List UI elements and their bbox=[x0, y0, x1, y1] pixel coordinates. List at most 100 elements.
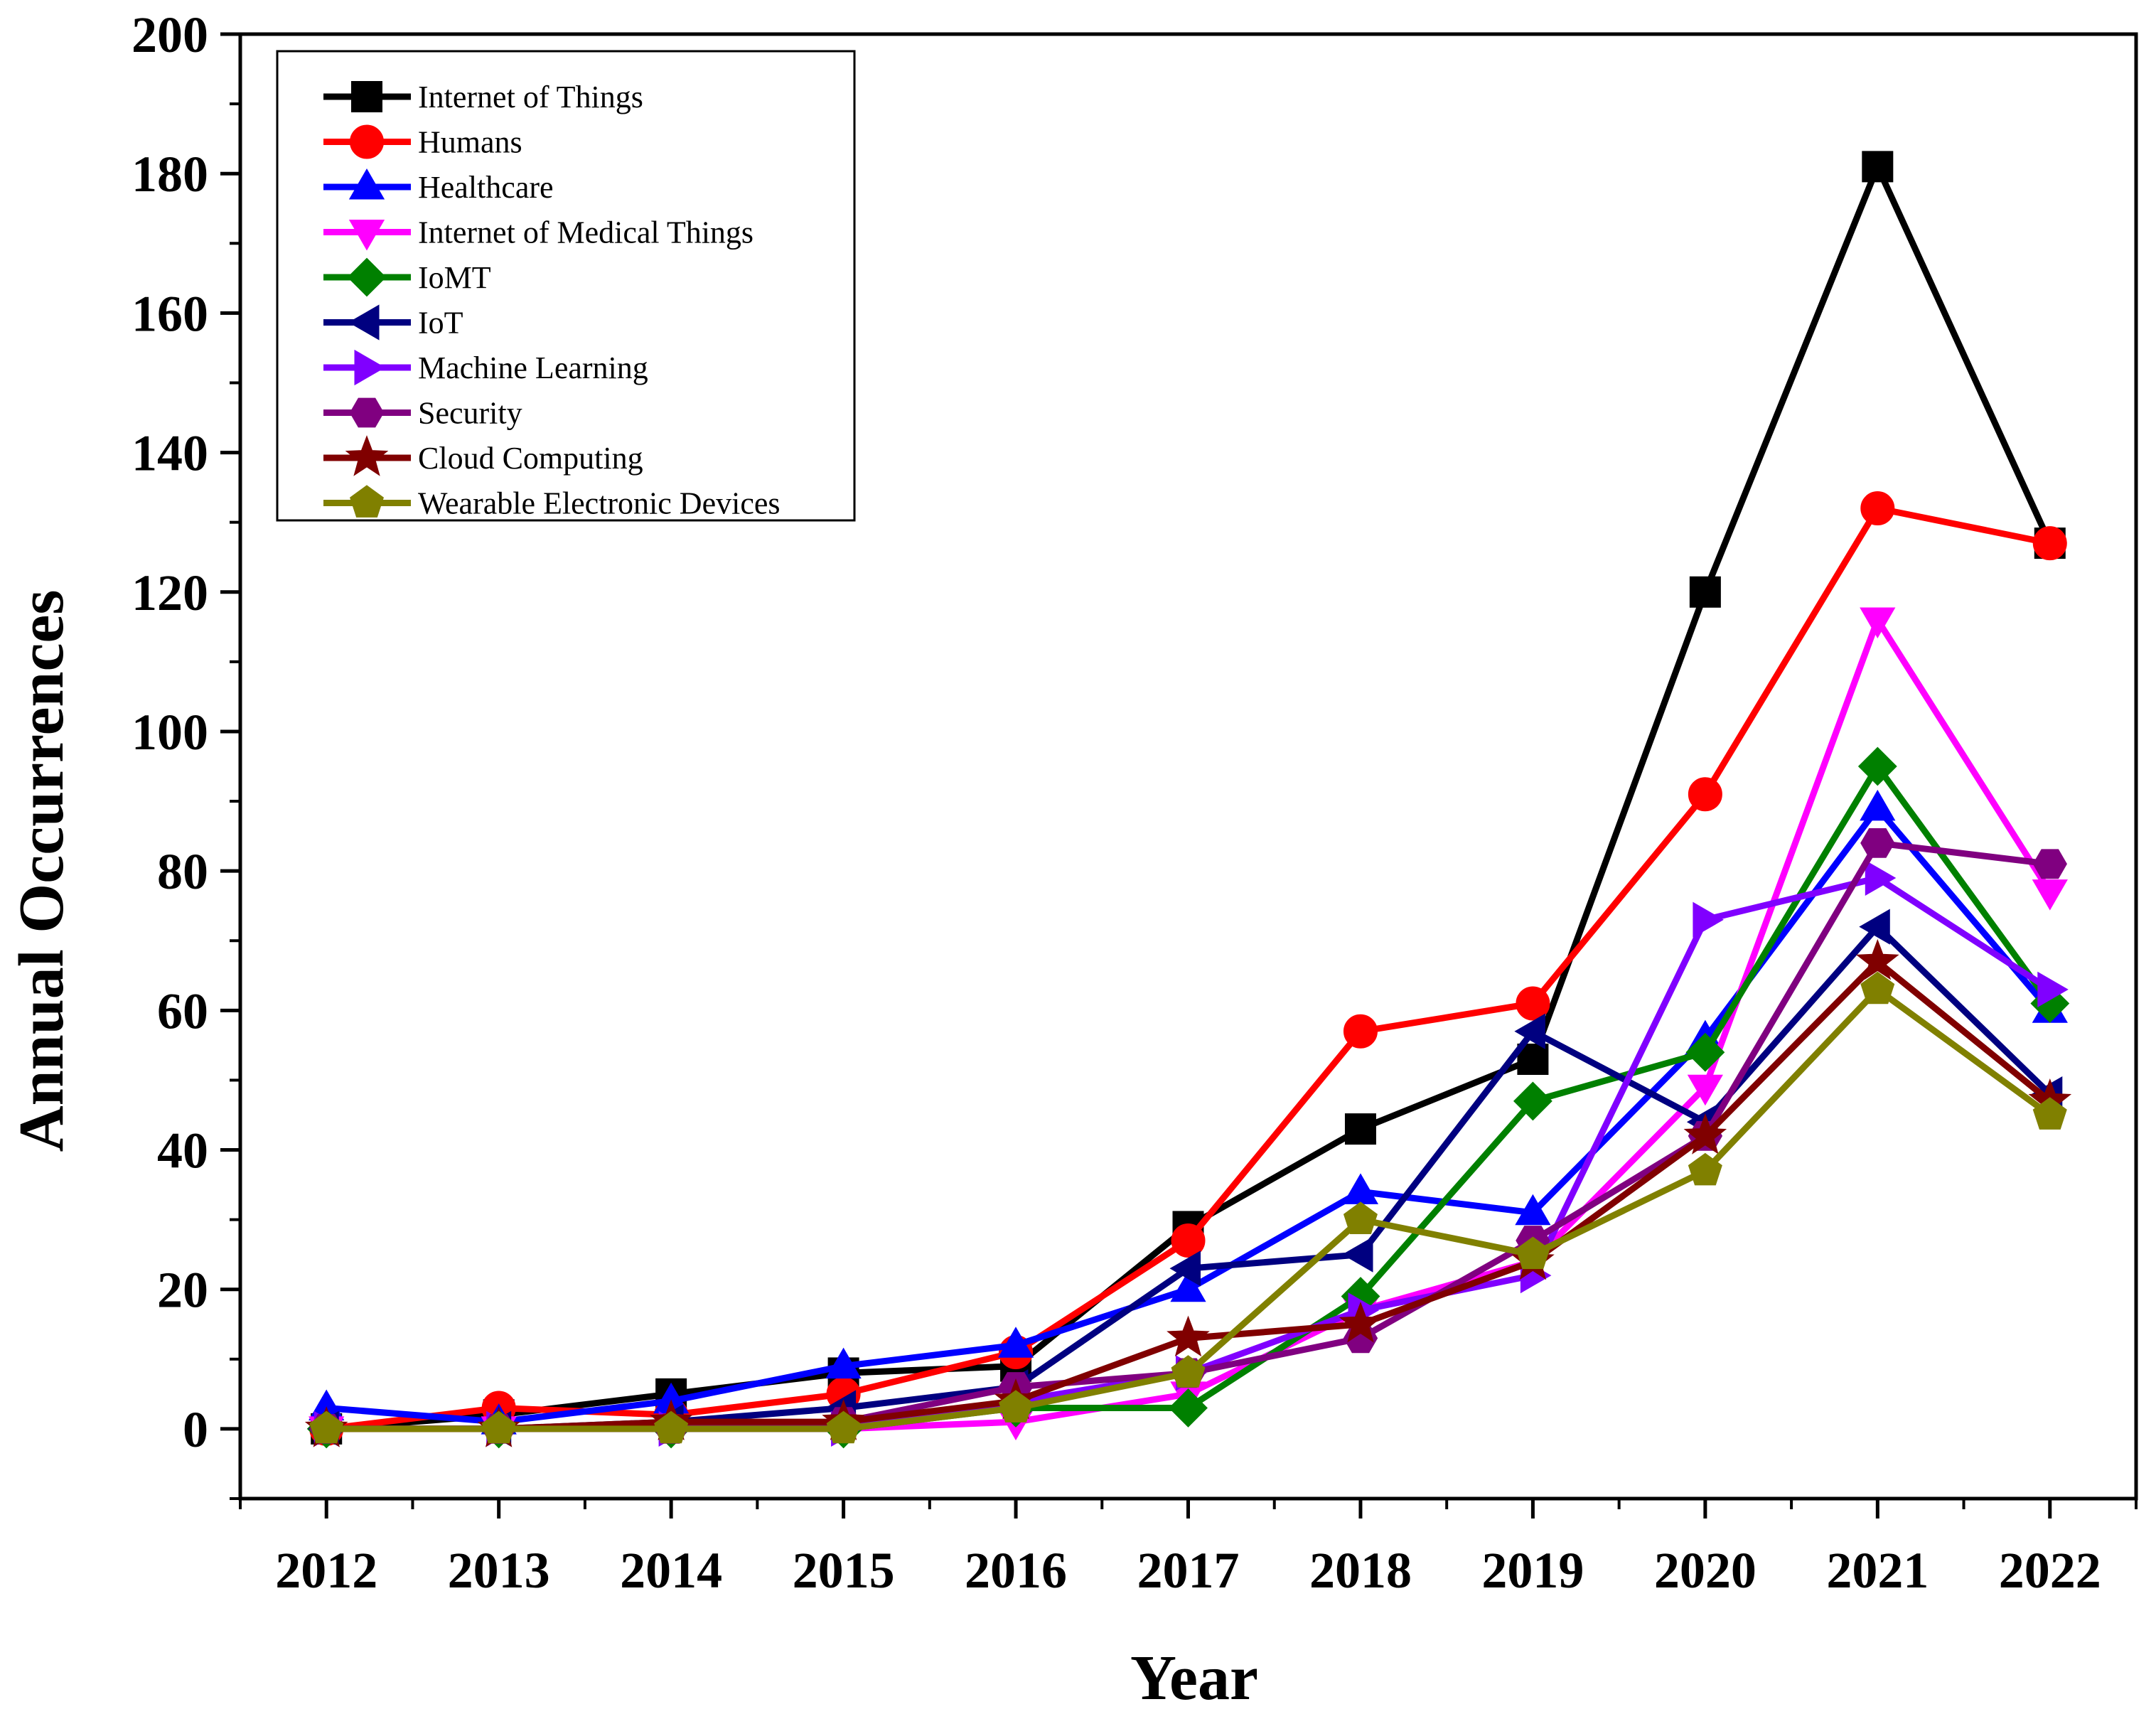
legend-entry-iot: IoT bbox=[323, 304, 463, 341]
data-point-healthcare bbox=[1170, 1270, 1206, 1302]
legend-label: Internet of Medical Things bbox=[418, 215, 753, 250]
legend-label: Healthcare bbox=[418, 170, 554, 205]
legend-marker bbox=[350, 485, 384, 518]
data-point-wearable-electronic-devices bbox=[2032, 1097, 2067, 1130]
y-tick-label: 0 bbox=[183, 1401, 208, 1458]
y-tick-label: 120 bbox=[132, 564, 208, 621]
legend-marker bbox=[349, 397, 385, 428]
data-point-wearable-electronic-devices bbox=[826, 1410, 861, 1444]
data-point-internet-of-things bbox=[1862, 151, 1894, 183]
legend-label: IoT bbox=[418, 306, 463, 341]
data-point-machine-learning bbox=[1865, 859, 1897, 896]
legend-marker bbox=[354, 349, 385, 386]
y-tick-label: 100 bbox=[132, 704, 208, 761]
y-tick-label: 40 bbox=[157, 1123, 208, 1179]
legend-label: Machine Learning bbox=[418, 350, 648, 385]
data-point-wearable-electronic-devices bbox=[1688, 1152, 1722, 1186]
y-tick-label: 20 bbox=[157, 1262, 208, 1319]
data-point-iot bbox=[1859, 909, 1890, 945]
legend-marker bbox=[347, 257, 387, 297]
y-tick-label: 200 bbox=[132, 6, 208, 63]
data-point-wearable-electronic-devices bbox=[481, 1410, 516, 1444]
legend-marker bbox=[351, 81, 382, 112]
data-point-healthcare bbox=[997, 1327, 1034, 1358]
x-tick-label: 2014 bbox=[620, 1542, 722, 1599]
legend-entry-iomt: IoMT bbox=[323, 257, 491, 297]
data-point-humans bbox=[1860, 491, 1895, 526]
data-point-machine-learning bbox=[2037, 971, 2069, 1008]
data-point-healthcare bbox=[825, 1347, 862, 1379]
series-line-iot bbox=[326, 923, 2052, 1432]
data-point-wearable-electronic-devices bbox=[1516, 1236, 1550, 1270]
data-point-iomt bbox=[1169, 1388, 1208, 1428]
data-point-humans bbox=[1516, 986, 1550, 1021]
series-security bbox=[309, 828, 2067, 1444]
y-tick-label: 80 bbox=[157, 843, 208, 900]
data-point-humans bbox=[2032, 526, 2067, 561]
series-wearable-electronic-devices bbox=[309, 971, 2067, 1444]
data-point-iot bbox=[1514, 1013, 1545, 1049]
x-tick-label: 2019 bbox=[1481, 1542, 1584, 1599]
data-point-iot bbox=[1341, 1236, 1373, 1273]
data-point-iomt bbox=[1513, 1081, 1552, 1121]
data-point-humans bbox=[1688, 777, 1722, 812]
legend-marker bbox=[345, 435, 389, 476]
legend-entry-wearable-electronic-devices: Wearable Electronic Devices bbox=[323, 485, 781, 521]
series-layer bbox=[304, 151, 2072, 1449]
x-tick-label: 2013 bbox=[448, 1542, 550, 1599]
data-point-wearable-electronic-devices bbox=[309, 1410, 344, 1444]
x-tick-label: 2022 bbox=[1999, 1542, 2101, 1599]
data-point-internet-of-medical-things bbox=[1860, 607, 1896, 638]
x-tick-label: 2018 bbox=[1309, 1542, 1412, 1599]
legend-label: IoMT bbox=[418, 260, 491, 295]
data-point-humans bbox=[1343, 1014, 1378, 1049]
legend: Internet of Things Humans Healthcare Intern… bbox=[276, 50, 856, 522]
y-tick-label: 160 bbox=[132, 285, 208, 342]
y-tick-label: 60 bbox=[157, 982, 208, 1039]
data-point-wearable-electronic-devices bbox=[1343, 1201, 1378, 1234]
legend-entry-security: Security bbox=[323, 396, 522, 431]
data-point-machine-learning bbox=[1693, 901, 1724, 938]
legend-marker bbox=[348, 304, 380, 341]
data-point-wearable-electronic-devices bbox=[1171, 1355, 1206, 1388]
data-point-wearable-electronic-devices bbox=[654, 1410, 689, 1444]
data-point-wearable-electronic-devices bbox=[1860, 971, 1895, 1005]
legend-entry-machine-learning: Machine Learning bbox=[323, 349, 648, 386]
y-tick-label: 180 bbox=[132, 146, 208, 203]
x-tick-label: 2012 bbox=[275, 1542, 377, 1599]
legend-entry-internet-of-things: Internet of Things bbox=[323, 80, 643, 114]
data-point-iomt bbox=[1857, 746, 1897, 786]
data-point-internet-of-things bbox=[1689, 576, 1721, 608]
data-point-cloud-computing bbox=[1339, 1301, 1383, 1343]
data-point-security bbox=[2032, 849, 2067, 879]
data-point-wearable-electronic-devices bbox=[999, 1390, 1034, 1423]
data-point-internet-of-things bbox=[1344, 1113, 1376, 1145]
legend-marker bbox=[348, 168, 385, 200]
data-point-iomt bbox=[1685, 1032, 1725, 1072]
x-tick-label: 2020 bbox=[1654, 1542, 1757, 1599]
legend-entry-healthcare: Healthcare bbox=[323, 168, 554, 205]
x-tick-label: 2017 bbox=[1137, 1542, 1240, 1599]
legend-label: Security bbox=[418, 396, 522, 431]
data-point-cloud-computing bbox=[1683, 1113, 1727, 1155]
data-point-humans bbox=[1171, 1223, 1206, 1258]
legend-marker bbox=[348, 220, 385, 251]
legend-entry-humans: Humans bbox=[323, 124, 522, 160]
y-tick-label: 140 bbox=[132, 425, 208, 482]
x-tick-label: 2016 bbox=[965, 1542, 1067, 1599]
y-axis-title: Annual Occurrences bbox=[6, 590, 77, 1152]
x-tick-label: 2015 bbox=[793, 1542, 895, 1599]
x-axis-title: Year bbox=[1130, 1643, 1258, 1713]
legend-marker bbox=[350, 124, 384, 159]
data-point-healthcare bbox=[1515, 1194, 1551, 1226]
data-point-iot bbox=[1169, 1250, 1201, 1287]
data-point-cloud-computing bbox=[1167, 1315, 1210, 1357]
legend-entry-internet-of-medical-things: Internet of Medical Things bbox=[323, 215, 753, 251]
x-tick-label: 2021 bbox=[1826, 1542, 1929, 1599]
data-point-healthcare bbox=[1860, 789, 1896, 821]
legend-label: Wearable Electronic Devices bbox=[418, 486, 781, 521]
legend-label: Internet of Things bbox=[418, 80, 643, 114]
legend-label: Cloud Computing bbox=[418, 441, 643, 476]
data-point-internet-of-medical-things bbox=[1687, 1074, 1723, 1106]
